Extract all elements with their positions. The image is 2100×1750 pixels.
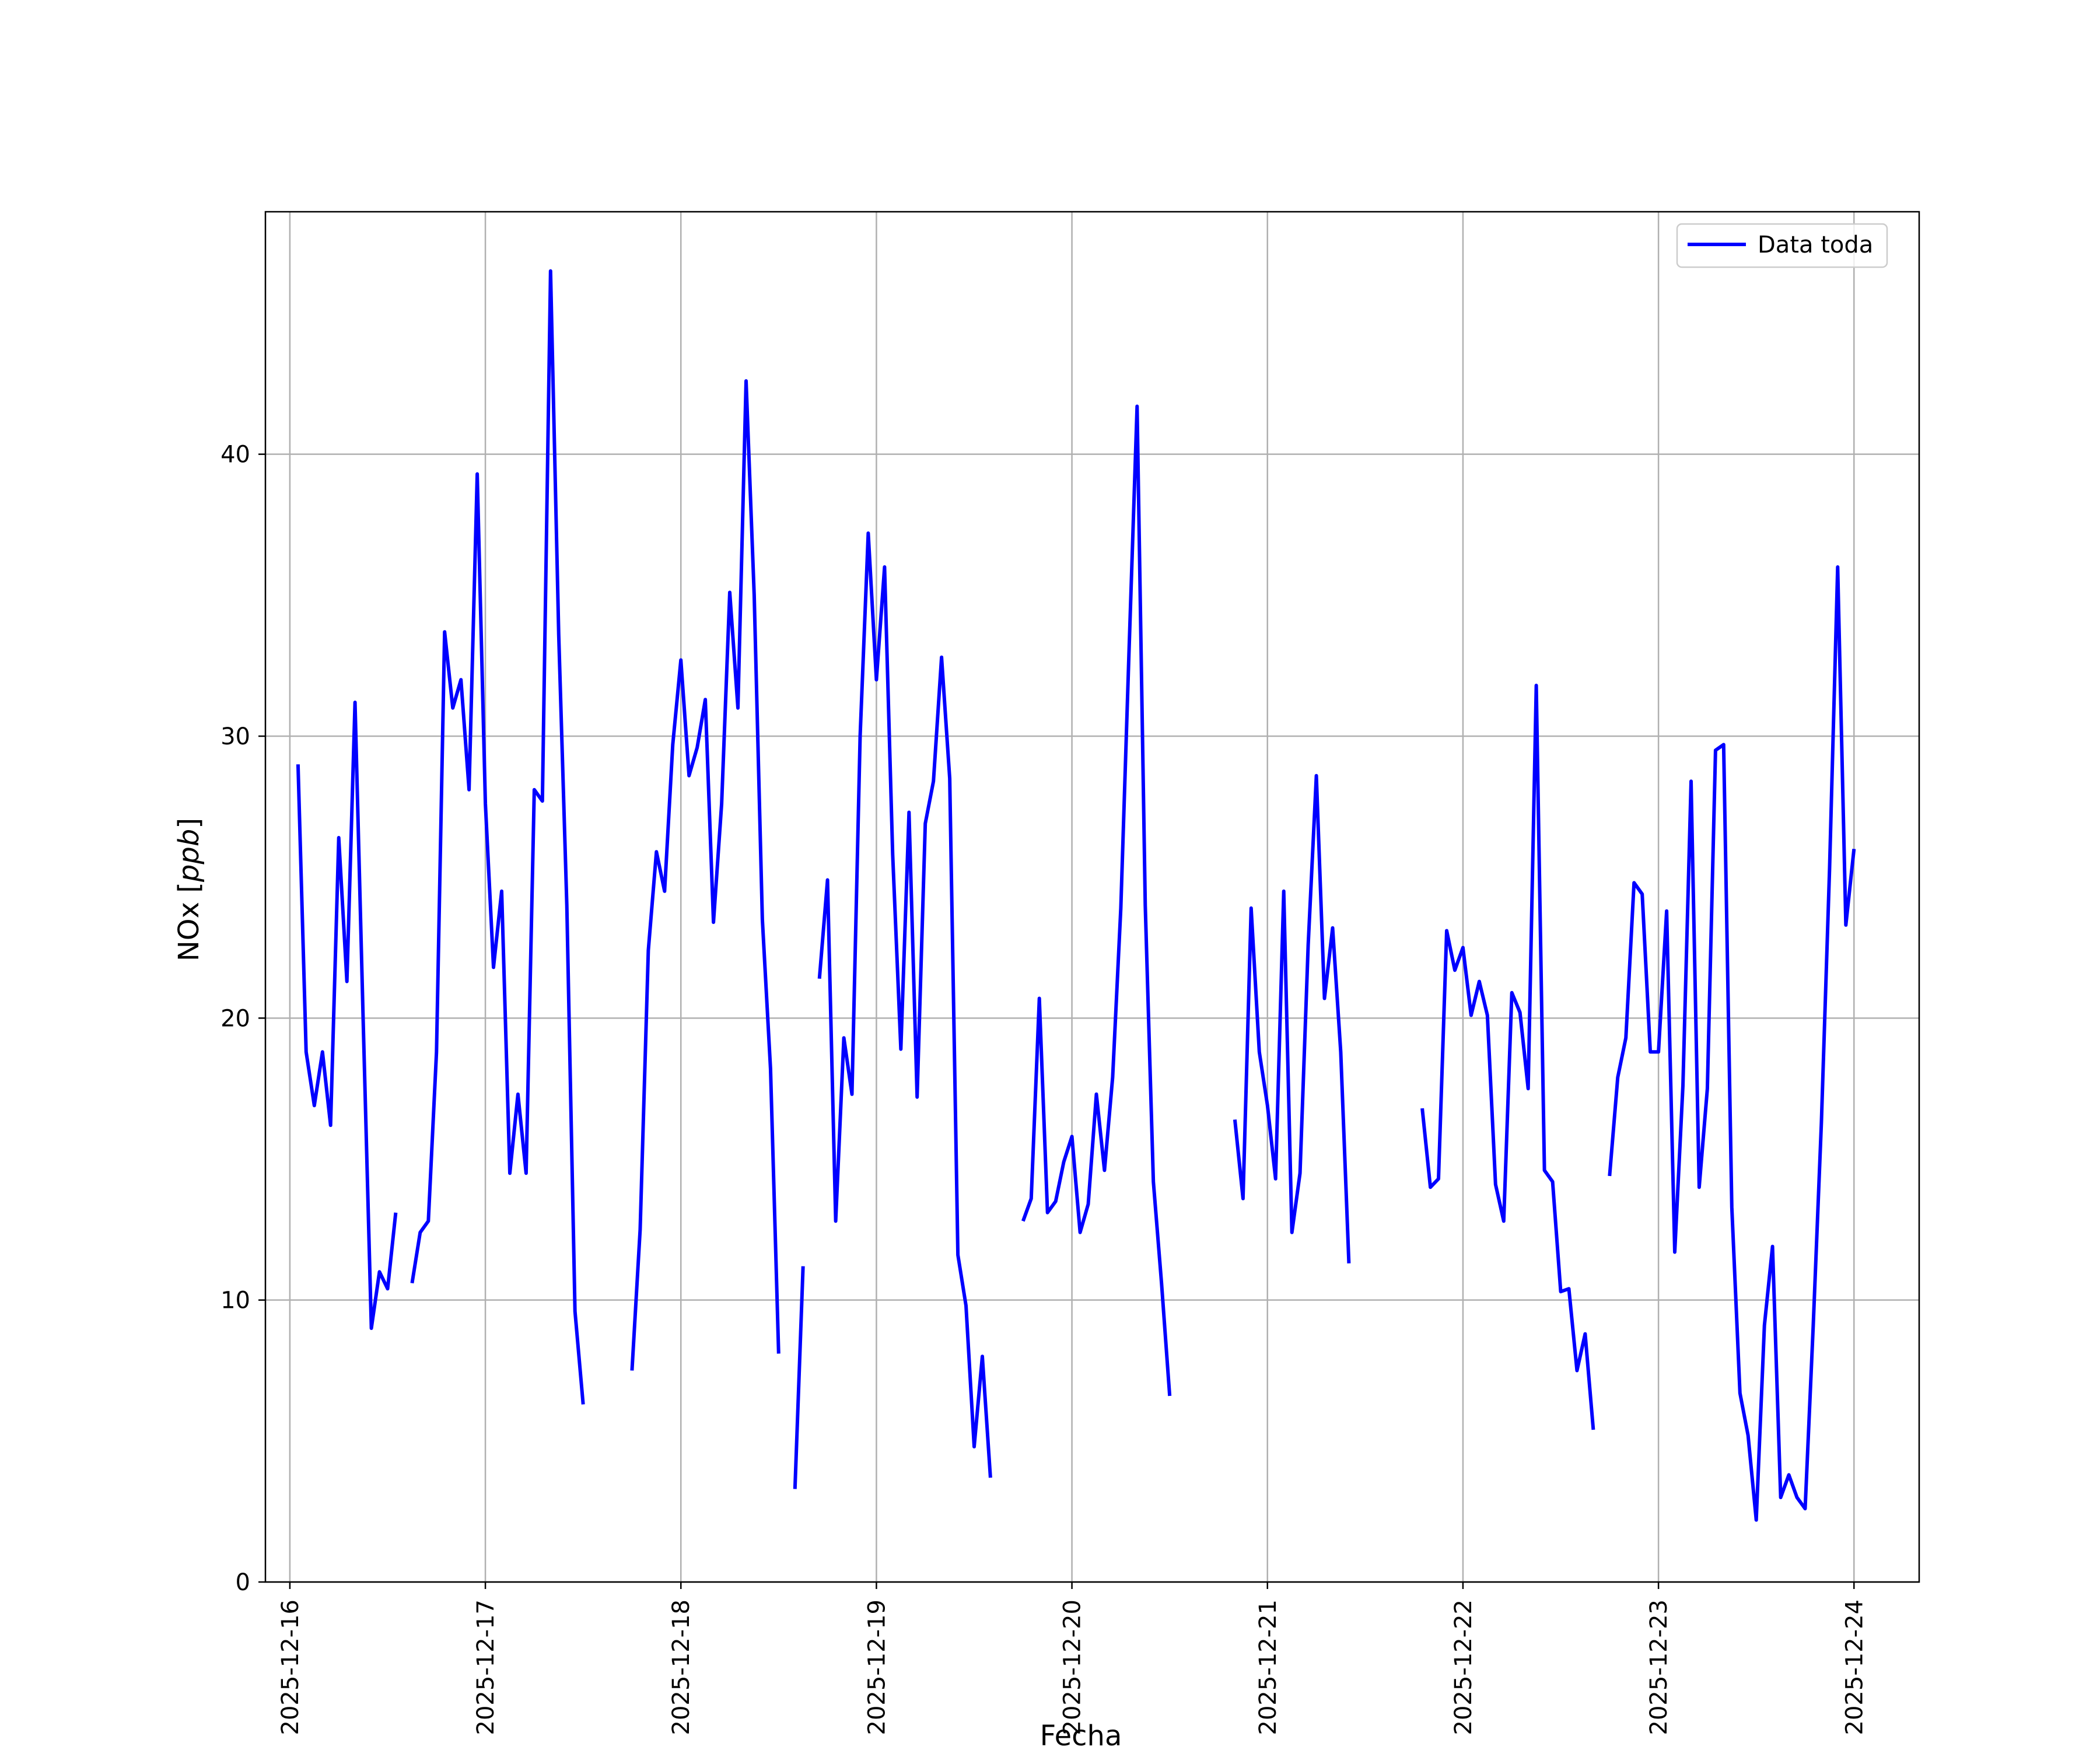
x-tick-label: 2025-12-18 [668,1600,695,1735]
x-tick-label: 2025-12-20 [1059,1600,1086,1735]
series-line-segment [1233,774,1351,1264]
x-tick-label: 2025-12-19 [863,1600,890,1735]
x-tick-label: 2025-12-22 [1450,1600,1477,1735]
x-tick-label: 2025-12-16 [277,1600,304,1735]
x-tick-label: 2025-12-23 [1646,1600,1672,1735]
series-layer [296,269,1856,1522]
y-axis-title-close: ] [173,818,205,829]
series-line-segment [1420,684,1595,1430]
y-axis-title-unit: ppb [173,829,205,883]
y-tick-label: 20 [220,1005,250,1032]
y-tick-label: 10 [220,1287,250,1314]
ticks-layer: 0 10 20 30 40 2025-12-16 2025-12-17 2025-12-18 2… [220,442,1868,1735]
y-axis-title-main: NOx [ [173,882,205,961]
series-line-segment [296,701,398,1330]
x-tick-label: 2025-12-24 [1841,1600,1868,1735]
y-tick-label: 0 [236,1569,250,1596]
legend-frame [1676,223,1888,268]
y-tick-label: 40 [220,442,250,468]
y-tick-label: 30 [220,723,250,750]
series-line-segment [1021,404,1172,1396]
legend-label-data-toda: Data toda [1758,232,1873,258]
series-line-segment [410,269,585,1405]
y-axis-title: NOx [ppb] [173,818,205,961]
legend: Data toda [1676,223,1888,268]
x-axis-title: Fecha [1040,1720,1122,1750]
x-tick-label: 2025-12-21 [1255,1600,1282,1735]
series-line-segment [1608,565,1856,1522]
series-line-segment [793,1266,805,1489]
series-line-segment [817,531,992,1478]
axes-layer [264,211,1920,1583]
grid-layer [265,212,1919,1583]
series-line-segment [630,379,780,1371]
plot-frame [264,211,1920,1583]
x-tick-label: 2025-12-17 [473,1600,499,1735]
